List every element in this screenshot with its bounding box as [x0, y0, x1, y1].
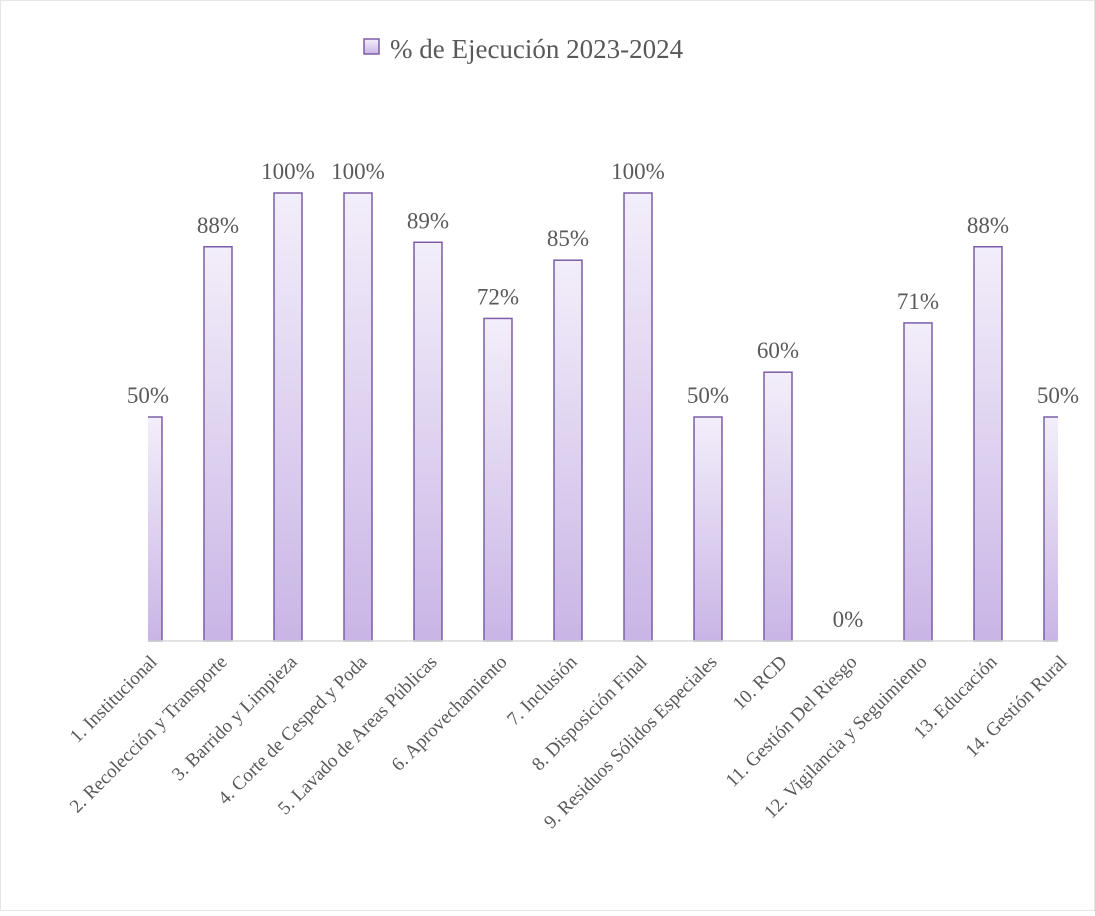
value-label: 71% [897, 289, 939, 314]
bar [413, 241, 443, 642]
bar [1043, 416, 1058, 642]
value-label: 60% [757, 338, 799, 363]
value-label: 100% [611, 159, 665, 184]
value-label: 88% [967, 213, 1009, 238]
legend-label: % de Ejecución 2023-2024 [390, 34, 684, 64]
value-label: 50% [687, 383, 729, 408]
bar [203, 246, 233, 642]
bar [903, 322, 933, 642]
bar [973, 246, 1003, 642]
bar [483, 317, 513, 642]
bar [148, 416, 163, 642]
value-label: 85% [547, 226, 589, 251]
bar [763, 371, 793, 642]
bar [553, 259, 583, 642]
value-label: 50% [127, 383, 169, 408]
bar [273, 192, 303, 642]
value-label: 88% [197, 213, 239, 238]
value-label: 0% [833, 607, 864, 632]
bar [343, 192, 373, 642]
plot-area [148, 192, 1058, 642]
bar [693, 416, 723, 642]
value-label: 100% [261, 159, 315, 184]
bar [623, 192, 653, 642]
value-label: 89% [407, 208, 449, 233]
value-label: 50% [1037, 383, 1079, 408]
legend-swatch [363, 38, 380, 55]
value-label: 100% [331, 159, 385, 184]
value-label: 72% [477, 284, 519, 309]
